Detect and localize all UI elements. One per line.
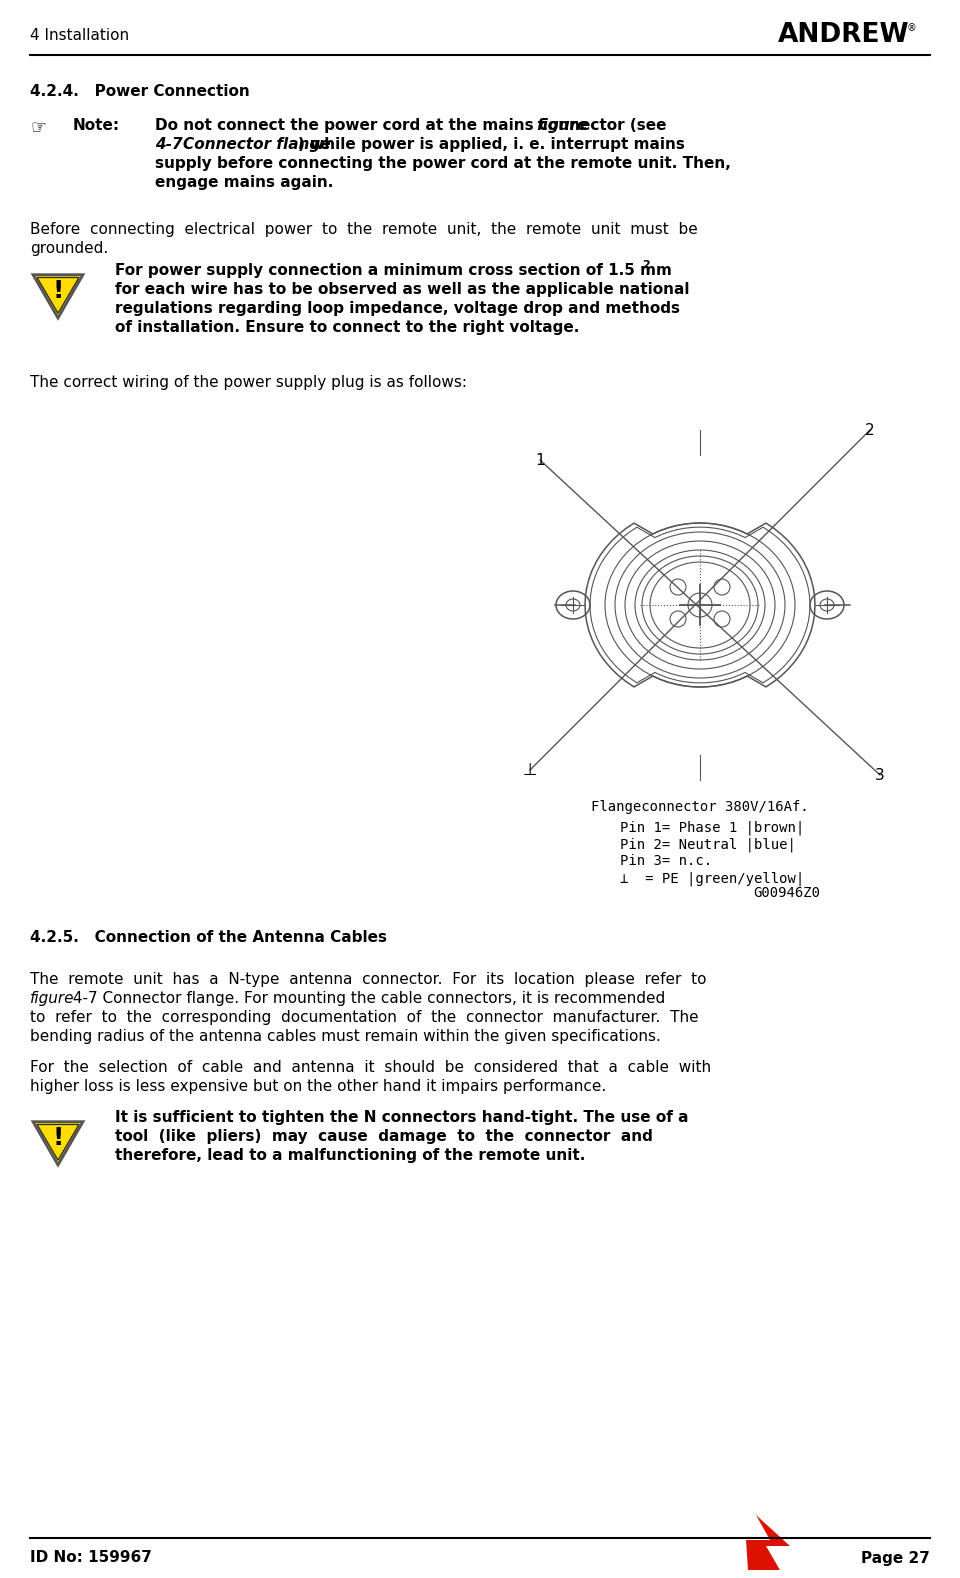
Text: grounded.: grounded. — [30, 241, 108, 256]
Text: tool  (like  pliers)  may  cause  damage  to  the  connector  and: tool (like pliers) may cause damage to t… — [115, 1128, 653, 1144]
Text: Flangeconnector 380V/16Af.: Flangeconnector 380V/16Af. — [591, 800, 809, 814]
Text: supply before connecting the power cord at the remote unit. Then,: supply before connecting the power cord … — [155, 156, 731, 170]
Text: G00946Z0: G00946Z0 — [753, 885, 820, 899]
Text: ANDREW: ANDREW — [778, 22, 910, 47]
Text: 4-7 Connector flange. For mounting the cable connectors, it is recommended: 4-7 Connector flange. For mounting the c… — [68, 991, 665, 1007]
Text: ⊥: ⊥ — [523, 761, 538, 780]
Text: 4.2.5.   Connection of the Antenna Cables: 4.2.5. Connection of the Antenna Cables — [30, 929, 387, 945]
Text: figure: figure — [30, 991, 75, 1007]
Text: 4-7: 4-7 — [155, 137, 188, 151]
Text: Before  connecting  electrical  power  to  the  remote  unit,  the  remote  unit: Before connecting electrical power to th… — [30, 222, 698, 237]
Text: It is sufficient to tighten the N connectors hand-tight. The use of a: It is sufficient to tighten the N connec… — [115, 1109, 688, 1125]
Text: 2: 2 — [642, 260, 650, 270]
Text: !: ! — [52, 1127, 63, 1150]
Text: ⊥  = PE |green/yellow|: ⊥ = PE |green/yellow| — [620, 871, 804, 885]
Text: Pin 1= Phase 1 |brown|: Pin 1= Phase 1 |brown| — [620, 821, 804, 835]
Text: 2: 2 — [865, 423, 875, 437]
Text: therefore, lead to a malfunctioning of the remote unit.: therefore, lead to a malfunctioning of t… — [115, 1149, 586, 1163]
Text: For  the  selection  of  cable  and  antenna  it  should  be  considered  that  : For the selection of cable and antenna i… — [30, 1060, 711, 1075]
Text: ☞: ☞ — [30, 118, 46, 136]
Polygon shape — [33, 275, 83, 319]
Text: 1: 1 — [535, 453, 545, 467]
Text: regulations regarding loop impedance, voltage drop and methods: regulations regarding loop impedance, vo… — [115, 301, 680, 316]
Text: The  remote  unit  has  a  N-type  antenna  connector.  For  its  location  plea: The remote unit has a N-type antenna con… — [30, 972, 707, 986]
Text: The correct wiring of the power supply plug is as follows:: The correct wiring of the power supply p… — [30, 376, 467, 390]
Text: Note:: Note: — [73, 118, 120, 133]
Text: bending radius of the antenna cables must remain within the given specifications: bending radius of the antenna cables mus… — [30, 1029, 660, 1045]
Text: figure: figure — [536, 118, 588, 133]
Text: to  refer  to  the  corresponding  documentation  of  the  connector  manufactur: to refer to the corresponding documentat… — [30, 1010, 699, 1026]
Text: !: ! — [52, 279, 63, 303]
Polygon shape — [33, 1122, 83, 1165]
Text: ID No: 159967: ID No: 159967 — [30, 1551, 152, 1565]
Text: Do not connect the power cord at the mains connector (see: Do not connect the power cord at the mai… — [155, 118, 672, 133]
Text: 4.2.4.   Power Connection: 4.2.4. Power Connection — [30, 84, 250, 99]
Text: of installation. Ensure to connect to the right voltage.: of installation. Ensure to connect to th… — [115, 320, 580, 335]
Text: Connector flange: Connector flange — [183, 137, 330, 151]
Text: Pin 3= n.c.: Pin 3= n.c. — [620, 854, 712, 868]
Text: Page 27: Page 27 — [861, 1551, 930, 1565]
Text: For power supply connection a minimum cross section of 1.5 mm: For power supply connection a minimum cr… — [115, 264, 672, 278]
Text: 3: 3 — [876, 767, 885, 783]
Text: ®: ® — [907, 24, 917, 33]
Text: engage mains again.: engage mains again. — [155, 175, 333, 189]
Text: ) while power is applied, i. e. interrupt mains: ) while power is applied, i. e. interrup… — [298, 137, 684, 151]
Text: higher loss is less expensive but on the other hand it impairs performance.: higher loss is less expensive but on the… — [30, 1079, 607, 1094]
Polygon shape — [746, 1515, 790, 1570]
Text: Pin 2= Neutral |blue|: Pin 2= Neutral |blue| — [620, 836, 796, 852]
Text: for each wire has to be observed as well as the applicable national: for each wire has to be observed as well… — [115, 282, 689, 297]
Text: 4 Installation: 4 Installation — [30, 27, 130, 43]
